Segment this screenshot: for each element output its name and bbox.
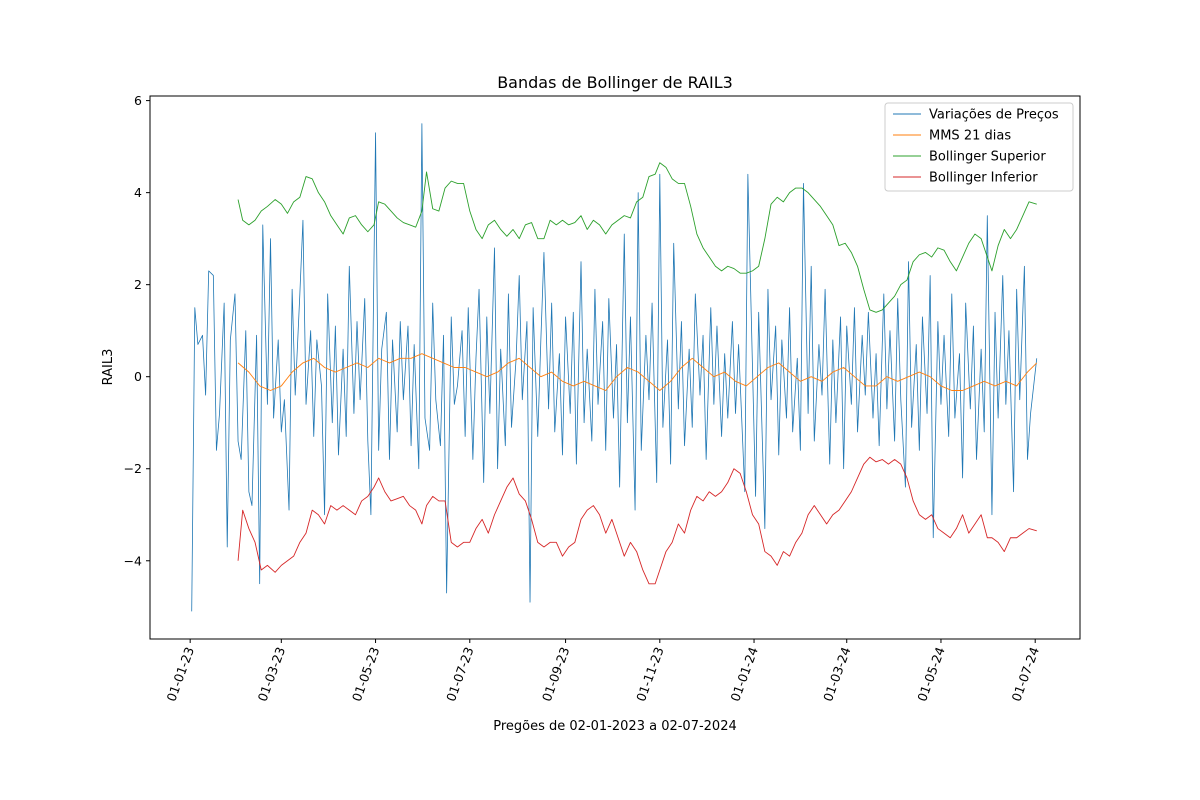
legend: Variações de Preços MMS 21 dias Bollinger … bbox=[884, 102, 1074, 192]
x-axis-label: Pregões de 02-01-2023 a 02-07-2024 bbox=[493, 719, 737, 734]
series-line-2 bbox=[237, 353, 1038, 391]
y-axis: −4 −2 0 2 4 6 bbox=[124, 93, 150, 568]
legend-label-4: Bollinger Inferior bbox=[929, 171, 1038, 186]
series-layer bbox=[191, 123, 1038, 612]
legend-label-2: MMS 21 dias bbox=[929, 129, 1011, 144]
y-tick-label: 0 bbox=[134, 369, 142, 384]
y-tick-label: 6 bbox=[134, 93, 142, 108]
series-line-3 bbox=[237, 162, 1037, 313]
series-line-1 bbox=[191, 123, 1038, 612]
plot-frame bbox=[149, 95, 1081, 640]
legend-label-3: Bollinger Superior bbox=[929, 150, 1046, 165]
y-axis-label: RAIL3 bbox=[101, 349, 116, 386]
legend-box bbox=[884, 102, 1074, 192]
plot-area bbox=[149, 95, 1081, 640]
y-tick-label: −2 bbox=[124, 461, 142, 476]
y-tick-label: 4 bbox=[134, 185, 142, 200]
y-tick-label: −4 bbox=[124, 553, 142, 568]
series-line-4 bbox=[237, 456, 1037, 585]
y-tick-label: 2 bbox=[134, 277, 142, 292]
legend-label-1: Variações de Preços bbox=[929, 108, 1059, 123]
chart-title: Bandas de Bollinger de RAIL3 bbox=[497, 73, 733, 92]
